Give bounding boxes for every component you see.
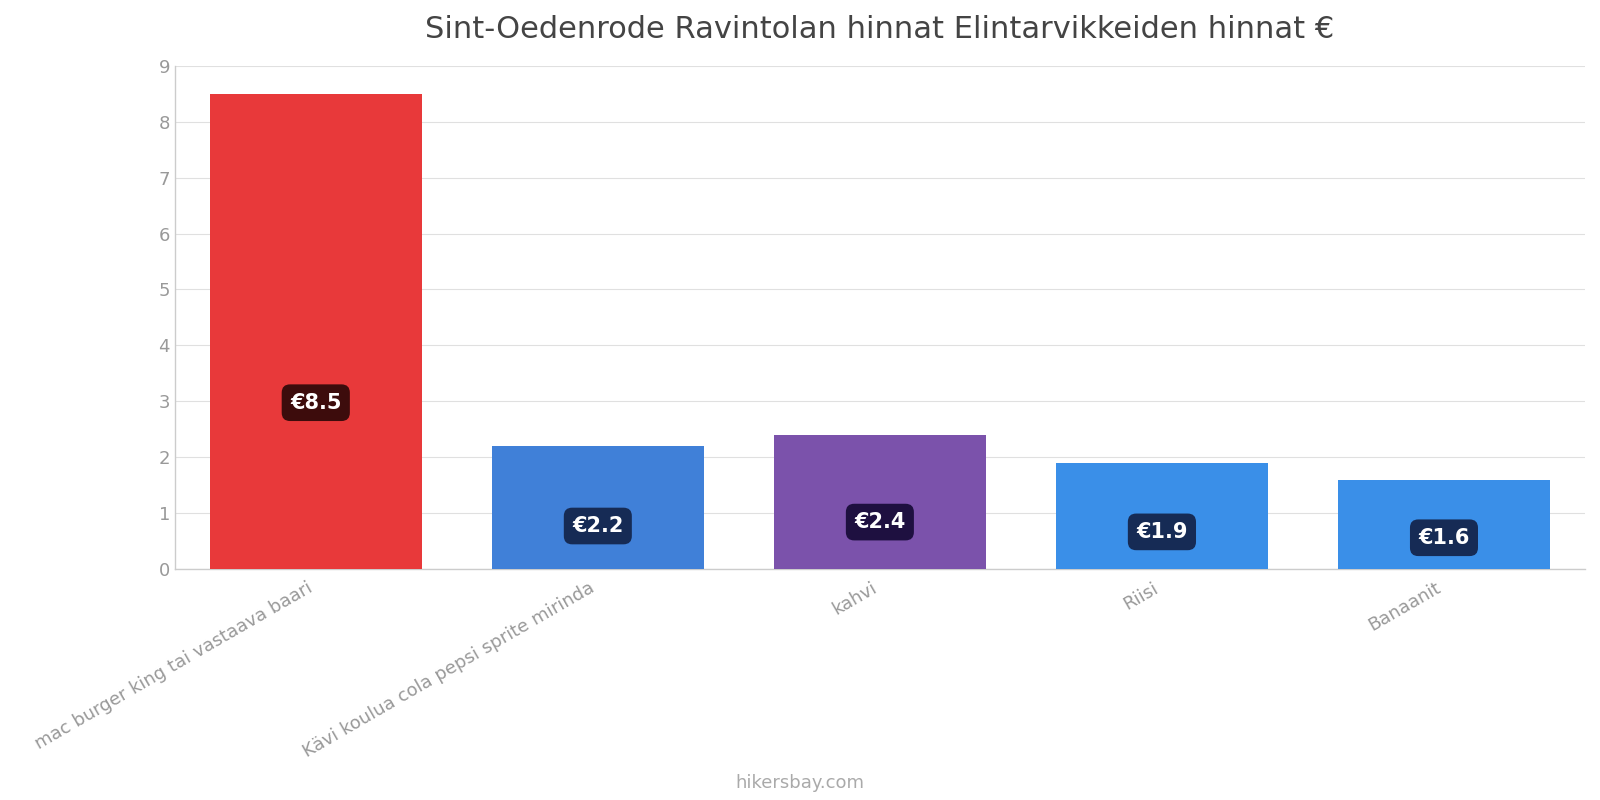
Text: €2.4: €2.4 <box>854 512 906 532</box>
Bar <box>493 446 704 569</box>
Bar <box>774 435 986 569</box>
Bar <box>1338 479 1550 569</box>
Text: hikersbay.com: hikersbay.com <box>736 774 864 792</box>
Text: €2.2: €2.2 <box>573 516 624 536</box>
Title: Sint-Oedenrode Ravintolan hinnat Elintarvikkeiden hinnat €: Sint-Oedenrode Ravintolan hinnat Elintar… <box>426 15 1334 44</box>
Text: €1.6: €1.6 <box>1418 528 1470 548</box>
Text: €1.9: €1.9 <box>1136 522 1187 542</box>
Text: €8.5: €8.5 <box>290 393 341 413</box>
Bar <box>1056 463 1267 569</box>
Bar <box>210 94 421 569</box>
